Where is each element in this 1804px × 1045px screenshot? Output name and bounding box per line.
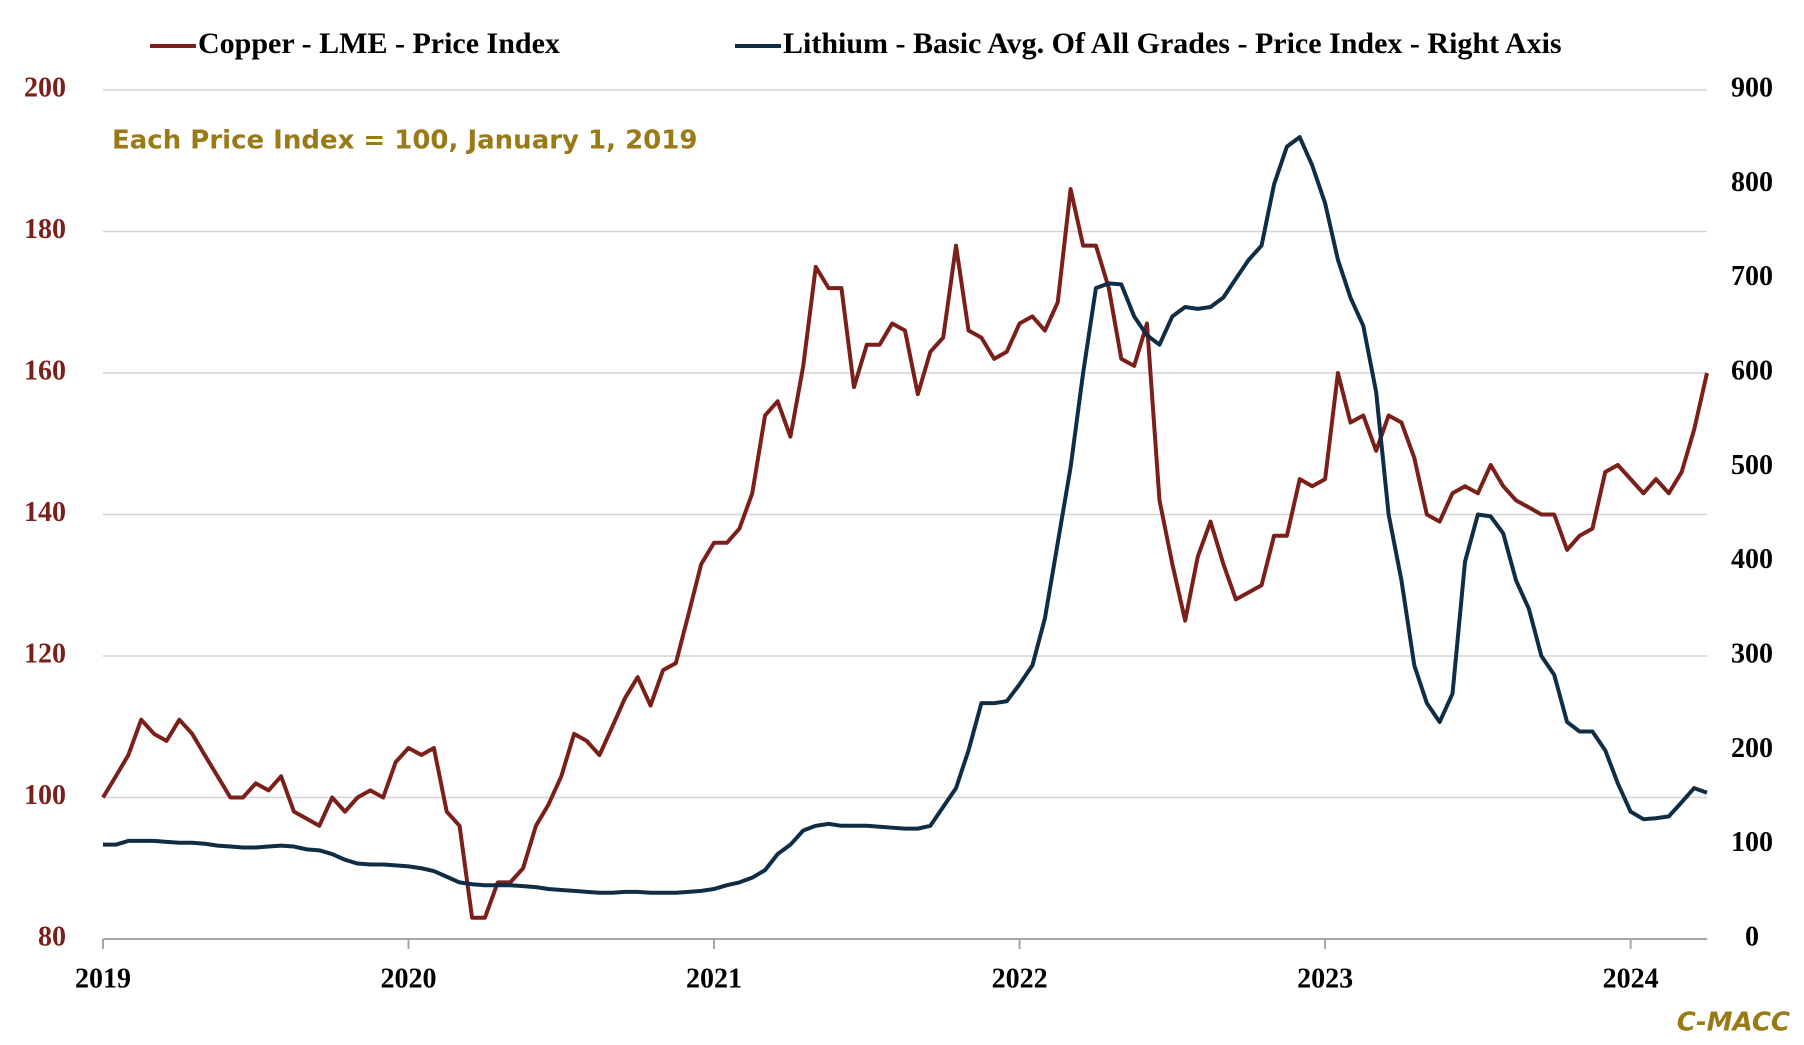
y-tick-label: 200	[24, 72, 66, 103]
series-line	[103, 135, 1708, 895]
y2-tick-label: 300	[1731, 638, 1773, 669]
x-tick-label: 2021	[686, 963, 742, 994]
legend-label: Lithium - Basic Avg. Of All Grades - Pri…	[783, 27, 1562, 60]
y2-tick-label: 700	[1731, 261, 1773, 292]
source: C-MACC	[1677, 1008, 1790, 1038]
series-line	[101, 187, 1709, 920]
y-tick-label: 100	[24, 780, 66, 811]
y2-tick-label: 500	[1731, 450, 1773, 481]
x-tick-label: 2019	[75, 963, 131, 994]
y-tick-label: 120	[24, 638, 66, 669]
x-tick-label: 2024	[1603, 963, 1659, 994]
y2-tick-label: 400	[1731, 544, 1773, 575]
y2-tick-label: 200	[1731, 733, 1773, 764]
y2-tick-label: 800	[1731, 167, 1773, 198]
x-tick-label: 2020	[381, 963, 437, 994]
y-tick-label: 180	[24, 214, 66, 245]
legend-label: Copper - LME - Price Index	[198, 27, 560, 60]
x-tick-label: 2022	[992, 963, 1048, 994]
x-tick-label: 2023	[1297, 963, 1353, 994]
annotation: Each Price Index = 100, January 1, 2019	[112, 126, 697, 156]
y2-tick-label: 900	[1731, 72, 1773, 103]
y2-tick-label: 0	[1745, 921, 1759, 952]
y-tick-label: 160	[24, 355, 66, 386]
y2-tick-label: 600	[1731, 355, 1773, 386]
y2-tick-label: 100	[1731, 827, 1773, 858]
y-tick-label: 140	[24, 497, 66, 528]
y-tick-label: 80	[38, 921, 66, 952]
